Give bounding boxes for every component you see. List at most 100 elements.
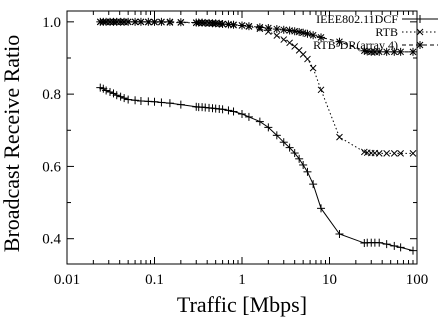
- marker-stroke: [230, 21, 237, 29]
- marker-stroke: [256, 23, 264, 31]
- data-point: [390, 150, 398, 157]
- data-point: [335, 37, 344, 46]
- marker-stroke: [238, 22, 246, 29]
- data-point: [150, 17, 159, 26]
- axes: 0.01 0.1 1 10 100 0.4 0.6 0.8 1.0: [42, 10, 429, 288]
- marker-stroke: [273, 32, 281, 39]
- marker-stroke: [309, 31, 317, 39]
- data-point: [390, 241, 399, 250]
- data-point: [229, 107, 238, 116]
- x-tick-label: 0.1: [145, 272, 164, 288]
- marker-stroke: [375, 150, 383, 157]
- x-tick-label: 100: [406, 272, 429, 288]
- data-point: [224, 106, 233, 115]
- data-point: [317, 204, 326, 213]
- series-line-0: [100, 87, 414, 252]
- data-point: [131, 17, 140, 26]
- marker-stroke: [137, 18, 145, 26]
- marker-stroke: [304, 55, 311, 63]
- plot-series: [96, 17, 417, 255]
- data-point: [375, 150, 383, 157]
- marker-stroke: [336, 133, 343, 141]
- data-point: [244, 112, 253, 121]
- data-point: [309, 180, 318, 189]
- marker-stroke: [280, 36, 288, 43]
- marker-stroke: [383, 150, 391, 157]
- data-point: [317, 33, 326, 42]
- data-point: [272, 131, 281, 140]
- data-point: [285, 143, 294, 152]
- legend-label-0: IEEE802.11DCF: [316, 12, 398, 26]
- data-point: [136, 17, 145, 26]
- data-point: [299, 160, 308, 169]
- data-point: [102, 86, 111, 95]
- data-point: [279, 25, 288, 34]
- data-point: [280, 36, 288, 43]
- data-point: [157, 17, 166, 26]
- marker-stroke: [397, 48, 404, 56]
- data-point: [224, 20, 233, 29]
- y-tick-label: 1.0: [42, 15, 61, 31]
- y-tick-label: 0.8: [42, 87, 61, 103]
- marker-stroke: [383, 48, 391, 56]
- data-point: [124, 95, 133, 104]
- series-2: [96, 17, 417, 56]
- data-point: [238, 110, 246, 119]
- data-point: [176, 18, 185, 27]
- data-point: [408, 246, 417, 255]
- data-point: [317, 86, 325, 94]
- legend-label-1: RTB: [375, 25, 398, 39]
- data-point: [382, 47, 391, 56]
- data-point: [229, 20, 238, 29]
- data-point: [105, 87, 114, 96]
- marker-stroke: [317, 86, 325, 94]
- data-point: [109, 89, 118, 98]
- marker-stroke: [295, 28, 303, 36]
- marker-stroke: [166, 18, 174, 26]
- marker-stroke: [144, 18, 152, 26]
- marker-stroke: [299, 51, 307, 58]
- data-point: [150, 97, 159, 106]
- y-tick-label: 0.4: [42, 232, 61, 248]
- marker-stroke: [416, 28, 424, 36]
- data-point: [286, 39, 293, 47]
- legend-marker-1: [416, 28, 424, 36]
- data-point: [255, 23, 264, 32]
- marker-stroke: [245, 22, 253, 30]
- data-point: [303, 29, 312, 38]
- data-point: [124, 17, 133, 26]
- marker-stroke: [177, 18, 185, 26]
- marker-stroke: [131, 18, 139, 26]
- marker-stroke: [295, 47, 303, 54]
- marker-stroke: [390, 150, 398, 157]
- marker-stroke: [304, 30, 311, 38]
- data-point: [396, 243, 405, 252]
- x-tick-label: 10: [322, 272, 337, 288]
- marker-stroke: [151, 18, 158, 26]
- data-point: [375, 47, 384, 56]
- marker-stroke: [409, 150, 417, 157]
- legend-marker-2: [416, 41, 424, 49]
- data-point: [309, 64, 317, 72]
- marker-stroke: [158, 18, 165, 26]
- data-point: [116, 92, 125, 101]
- data-point: [273, 32, 281, 39]
- legend-label-2: RTB-DR(array 4): [313, 38, 398, 52]
- legend-marker-0: [416, 15, 424, 23]
- marker-stroke: [317, 34, 325, 41]
- marker-stroke: [280, 26, 288, 34]
- marker-stroke: [264, 24, 272, 32]
- series-0: [96, 83, 417, 255]
- data-point: [131, 96, 140, 105]
- data-point: [255, 117, 264, 126]
- marker-stroke: [360, 148, 368, 156]
- data-point: [408, 47, 417, 56]
- marker-stroke: [375, 48, 383, 56]
- data-point: [264, 23, 273, 32]
- marker-stroke: [409, 48, 417, 56]
- data-point: [309, 31, 318, 40]
- data-point: [120, 94, 129, 103]
- data-point: [397, 150, 404, 157]
- data-point: [304, 55, 311, 63]
